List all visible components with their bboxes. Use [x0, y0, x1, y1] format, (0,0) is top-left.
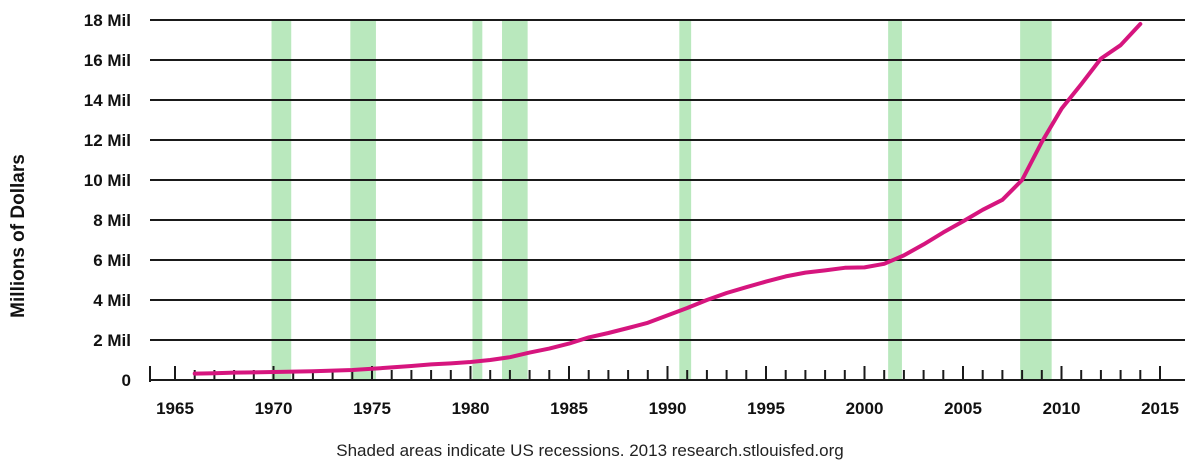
y-tick-label: 2 Mil: [93, 331, 131, 350]
y-tick-label: 8 Mil: [93, 211, 131, 230]
x-tick-label: 2010: [1043, 399, 1081, 418]
recession-band: [472, 20, 483, 380]
y-tick-label: 10 Mil: [84, 171, 131, 190]
y-tick-label: 14 Mil: [84, 91, 131, 110]
recession-band: [1020, 20, 1052, 380]
y-tick-label: 16 Mil: [84, 51, 131, 70]
x-tick-label: 2005: [944, 399, 982, 418]
recession-band: [350, 20, 376, 380]
y-tick-label: 4 Mil: [93, 291, 131, 310]
x-tick-label: 1990: [649, 399, 687, 418]
x-tick-label: 1980: [452, 399, 490, 418]
series-line: [192, 22, 1143, 376]
y-tick-label: 12 Mil: [84, 131, 131, 150]
y-tick-label: 18 Mil: [84, 11, 131, 30]
y-tick-label: 6 Mil: [93, 251, 131, 270]
recession-band: [679, 20, 692, 380]
x-tick-label: 1975: [353, 399, 391, 418]
x-tick-label: 1970: [255, 399, 293, 418]
recession-bands: [271, 20, 1052, 380]
chart-footnote: Shaded areas indicate US recessions. 201…: [336, 441, 843, 460]
x-tick-label: 2000: [846, 399, 884, 418]
y-tick-label: 0: [122, 371, 131, 390]
x-tick-labels: 1965 1970 1975 1980 1985 1990 1995 2000 2005 2010…: [156, 399, 1179, 418]
y-tick-labels: 0 2 Mil 4 Mil 6 Mil 8 Mil 10 Mil 12 Mil 14 Mil 1…: [84, 11, 131, 390]
recession-band: [502, 20, 528, 380]
grid-lines: [150, 19, 1185, 341]
y-axis-label: Millions of Dollars: [8, 154, 29, 318]
x-tick-label: 2015: [1141, 399, 1179, 418]
x-tick-label: 1995: [747, 399, 785, 418]
recession-band: [271, 20, 292, 380]
recession-band: [888, 20, 902, 380]
x-tick-label: 1965: [156, 399, 194, 418]
x-tick-label: 1985: [550, 399, 588, 418]
series-group: [192, 22, 1143, 376]
